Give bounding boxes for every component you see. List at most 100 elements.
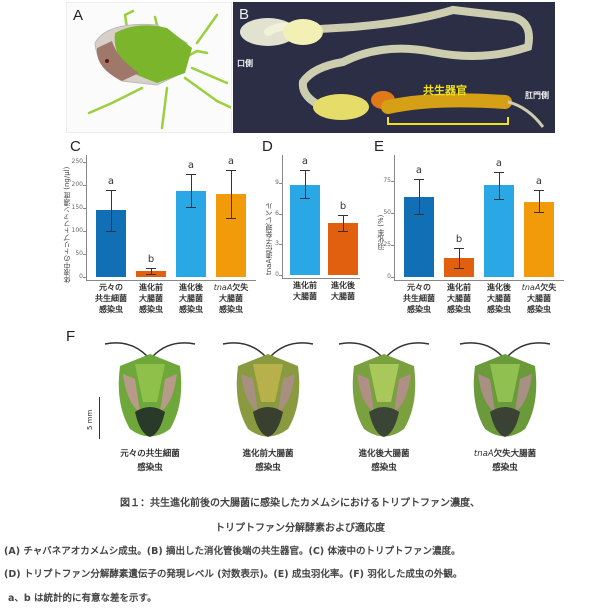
error-bar-cap [454, 268, 464, 270]
error-bar-cap [300, 197, 310, 199]
y-tick-mark [391, 181, 394, 183]
error-bar-cap [226, 170, 236, 172]
error-bar-cap [226, 218, 236, 220]
bug-group-label: 進化前大腸菌 感染虫 [242, 449, 294, 473]
bug-group-label: 元々の共生細菌 感染虫 [120, 449, 180, 473]
y-tick-label: 9 [275, 179, 279, 187]
error-bar [343, 214, 344, 232]
y-tick-mark [83, 185, 86, 186]
figure-title-line2: トリプトファン分解酵素および適応度 [215, 523, 385, 534]
y-tick-label: 0 [275, 271, 279, 278]
x-category-label: 進化前 大腸菌 [293, 281, 317, 301]
y-tick-mark [83, 208, 86, 209]
scale-bar [99, 397, 100, 439]
x-category-label: 進化前 大腸菌 感染虫 [447, 283, 471, 314]
error-bar-cap [494, 172, 504, 174]
error-bar-cap [300, 170, 310, 172]
stink-bug-illustration [87, 9, 231, 130]
anus-side-label: 肛門側 [525, 91, 549, 100]
error-bar [499, 172, 500, 200]
y-tick-mark [391, 277, 394, 278]
panel-letter-b: B [239, 6, 250, 23]
significance-letter: b [147, 253, 155, 265]
significance-letter: a [107, 175, 115, 187]
x-category-label: 進化後 大腸菌 感染虫 [487, 283, 511, 314]
error-bar-cap [106, 189, 116, 191]
chart-c-y-axis [86, 155, 87, 280]
y-tick-label: 50 [383, 209, 391, 217]
bar [484, 185, 514, 277]
bug-group-label: 進化後大腸菌 感染虫 [358, 449, 410, 473]
significance-letter: b [455, 233, 463, 245]
chart-c-ylabel: 体液中のトリプトファン濃度 (ng/μl) [63, 166, 71, 283]
significance-letter: a [301, 156, 309, 168]
y-tick-mark [391, 213, 394, 215]
panel-letter-f: F [66, 328, 76, 345]
adult-bug-photo [95, 334, 205, 444]
gut-illustration [240, 5, 545, 128]
significance-letter: a [415, 164, 423, 176]
error-bar-cap [414, 214, 424, 216]
chart-c-x-axis [86, 280, 256, 281]
y-tick-mark [279, 275, 282, 276]
panel-letter-a: A [73, 7, 84, 24]
error-bar [111, 189, 112, 231]
y-tick-mark [279, 183, 282, 185]
panel-letter-d: D [262, 138, 273, 155]
error-bar-cap [186, 174, 196, 176]
error-bar [539, 190, 540, 212]
y-tick-label: 0 [79, 273, 83, 280]
error-bar [419, 178, 420, 215]
significance-letter: a [227, 156, 235, 168]
panel-letter-e: E [374, 138, 385, 155]
y-tick-mark [83, 231, 86, 232]
y-tick-mark [279, 244, 282, 246]
chart-d-x-axis [282, 278, 360, 279]
y-tick-label: 150 [71, 204, 83, 211]
error-bar-cap [338, 231, 348, 233]
y-tick-label: 50 [75, 250, 83, 257]
y-tick-label: 200 [71, 181, 83, 188]
y-tick-label: 75 [383, 177, 391, 185]
significance-letter: b [339, 200, 347, 212]
adult-bug-photo [329, 334, 439, 444]
error-bar [459, 247, 460, 269]
y-tick-label: 0 [387, 273, 391, 280]
y-tick-label: 100 [71, 227, 83, 234]
significance-letter: a [495, 158, 503, 170]
y-tick-mark [83, 254, 86, 255]
figure-title-line1: 図１：共生進化前後の大腸菌に感染したカメムシにおけるトリプトファン濃度、 [120, 498, 480, 509]
error-bar-cap [186, 207, 196, 209]
x-category-label: 元々の 共生細菌 感染虫 [403, 283, 435, 314]
error-bar-cap [534, 211, 544, 213]
y-tick-mark [83, 162, 86, 163]
significance-letter: a [187, 160, 195, 172]
chart-d-ylabel: tnaA遺伝子発現レベル [265, 202, 273, 275]
significance-letter: a [535, 176, 543, 188]
error-bar-cap [454, 247, 464, 249]
bug-group-label: tnaA欠失大腸菌 感染虫 [473, 449, 537, 473]
y-tick-label: 6 [275, 209, 279, 217]
figure-legend-line3: a、b は統計的に有意な差を示す。 [8, 593, 157, 604]
x-category-label: 進化前 大腸菌 感染虫 [139, 283, 163, 314]
y-tick-mark [83, 277, 86, 278]
y-tick-label: 250 [71, 158, 83, 165]
x-category-label: tnaA欠失 大腸菌 感染虫 [521, 283, 557, 314]
chart-e-y-axis [394, 155, 395, 280]
scale-label: 5 mm [86, 409, 94, 430]
error-bar-cap [106, 230, 116, 232]
chart-e-x-axis [394, 280, 564, 281]
error-bar-cap [494, 199, 504, 201]
y-tick-label: 3 [275, 240, 279, 248]
bar [524, 201, 554, 277]
symbiotic-organ-label: 共生器官 [423, 84, 467, 97]
x-category-label: 進化後 大腸菌 感染虫 [179, 283, 203, 314]
y-tick-label: 25 [383, 241, 391, 249]
figure-legend-line2: (D) トリプトファン分解酵素遺伝子の発現レベル (対数表示)。(E) 成虫羽化… [4, 569, 463, 580]
error-bar-cap [338, 214, 348, 216]
y-tick-mark [279, 213, 282, 215]
error-bar [151, 267, 152, 274]
x-category-label: 元々の 共生細菌 感染虫 [95, 283, 127, 314]
y-tick-mark [391, 245, 394, 247]
panel-a-adult-bug-photo: A [66, 2, 232, 133]
